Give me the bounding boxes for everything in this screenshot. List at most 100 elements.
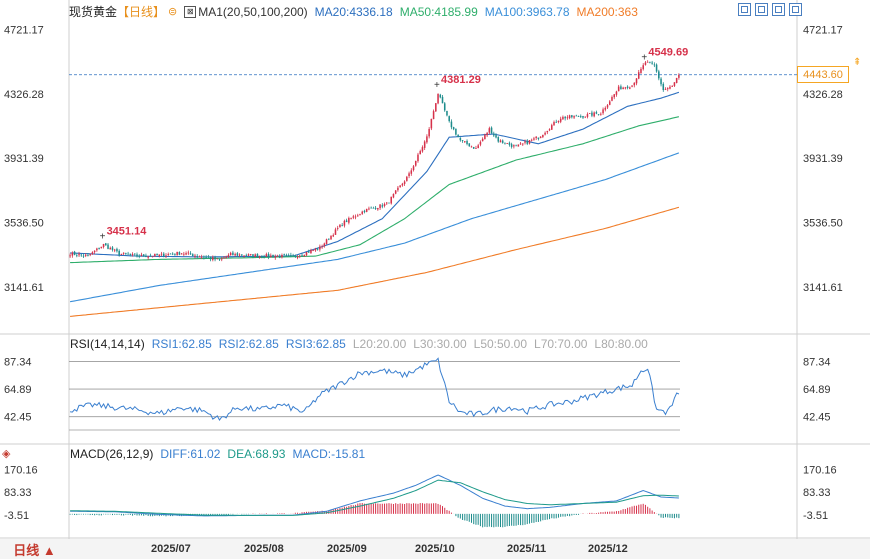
candle (149, 253, 152, 257)
candle (479, 140, 482, 147)
candle-body (365, 208, 368, 212)
candle-body (671, 86, 673, 87)
compare-icon[interactable] (755, 3, 768, 16)
candle (196, 254, 199, 259)
candle-body (290, 255, 292, 256)
candle-body (359, 214, 361, 215)
diff-value: DIFF:61.02 (160, 447, 221, 461)
candle (339, 224, 341, 228)
candle-body (283, 254, 285, 256)
candle-body (582, 115, 584, 118)
candle-body (546, 130, 549, 133)
candle (417, 152, 419, 163)
candle-body (125, 253, 127, 254)
candle (662, 82, 665, 92)
candle-body (147, 256, 149, 258)
candle-body (299, 255, 301, 257)
price-right-tick-0: 4721.17 (803, 25, 843, 37)
fullscreen-icon[interactable] (772, 3, 785, 16)
candle-body (328, 238, 330, 240)
candle-body (278, 255, 281, 258)
candle-body (93, 250, 96, 253)
candle-body (539, 136, 542, 139)
candle-body (624, 87, 627, 89)
candle (341, 222, 343, 227)
candle (399, 185, 401, 188)
indicator-settings-icon[interactable]: ◈ (2, 448, 11, 460)
candle-body (205, 257, 207, 258)
candle-body (209, 257, 212, 260)
candle-body (261, 256, 263, 258)
candle-body (475, 148, 477, 149)
candle (622, 86, 624, 90)
candle-body (591, 112, 593, 116)
xaxis-label-2: 2025/09 (327, 543, 367, 555)
candle (214, 255, 216, 262)
candle (82, 253, 85, 258)
candle (548, 128, 551, 132)
layout-icon[interactable] (789, 3, 802, 16)
rsi-right-tick-0: 87.34 (803, 356, 831, 368)
candle (553, 120, 555, 126)
candle-body (87, 255, 89, 256)
candle-body (73, 251, 76, 256)
candle-body (651, 62, 653, 64)
price-scroll-icon[interactable]: ⇞ (853, 57, 862, 68)
candle (203, 255, 205, 260)
candle-body (252, 254, 254, 257)
candle-body (675, 77, 678, 83)
candle-body (550, 125, 553, 130)
candle (566, 115, 569, 120)
candle (519, 142, 522, 145)
candle-body (310, 250, 312, 253)
candle-body (303, 254, 306, 256)
candle (537, 137, 540, 141)
price-right-tick-1: 4326.28 (803, 89, 843, 101)
candle-body (316, 248, 319, 250)
price-left-tick-1: 4326.28 (4, 89, 44, 101)
candle-body (78, 254, 80, 256)
candle-body (325, 239, 328, 245)
current-price-tag: 4443.60 (797, 66, 849, 83)
candle (412, 164, 415, 172)
xaxis-label-0: 2025/07 (151, 543, 191, 555)
candle-body (227, 254, 230, 257)
candle-body (136, 254, 138, 257)
add-indicator-icon[interactable] (738, 3, 751, 16)
candle-body (608, 101, 611, 105)
period-switch-button[interactable]: 日线 ▲ (13, 542, 56, 558)
candle (299, 254, 301, 259)
candle (571, 114, 573, 119)
candle-body (443, 103, 446, 111)
candle-body (535, 136, 537, 139)
candle (524, 139, 526, 145)
candle (265, 252, 268, 258)
candle (637, 69, 640, 80)
candle (606, 104, 609, 109)
candle (635, 77, 638, 86)
candle (131, 252, 134, 257)
candle (281, 253, 283, 259)
ma-toggle-icon[interactable]: ⊠ (184, 5, 197, 18)
candle (227, 253, 230, 258)
candle (263, 254, 265, 259)
candle-body (646, 61, 649, 63)
candle-body (301, 254, 303, 256)
candle (301, 253, 303, 257)
candle-body (134, 253, 136, 255)
candle (165, 253, 167, 258)
candle (136, 252, 138, 258)
candle-body (519, 143, 522, 145)
candle (664, 87, 667, 91)
candle (441, 95, 444, 104)
candle (71, 251, 74, 258)
rsi-l70: L70:70.00 (534, 337, 588, 351)
settings-icon[interactable]: ⊜ (168, 6, 178, 18)
candle (276, 254, 279, 257)
candle-body (579, 116, 582, 117)
candle (111, 246, 114, 252)
price-left-tick-2: 3931.39 (4, 153, 44, 165)
candle-body (477, 145, 479, 149)
candle (156, 253, 158, 256)
